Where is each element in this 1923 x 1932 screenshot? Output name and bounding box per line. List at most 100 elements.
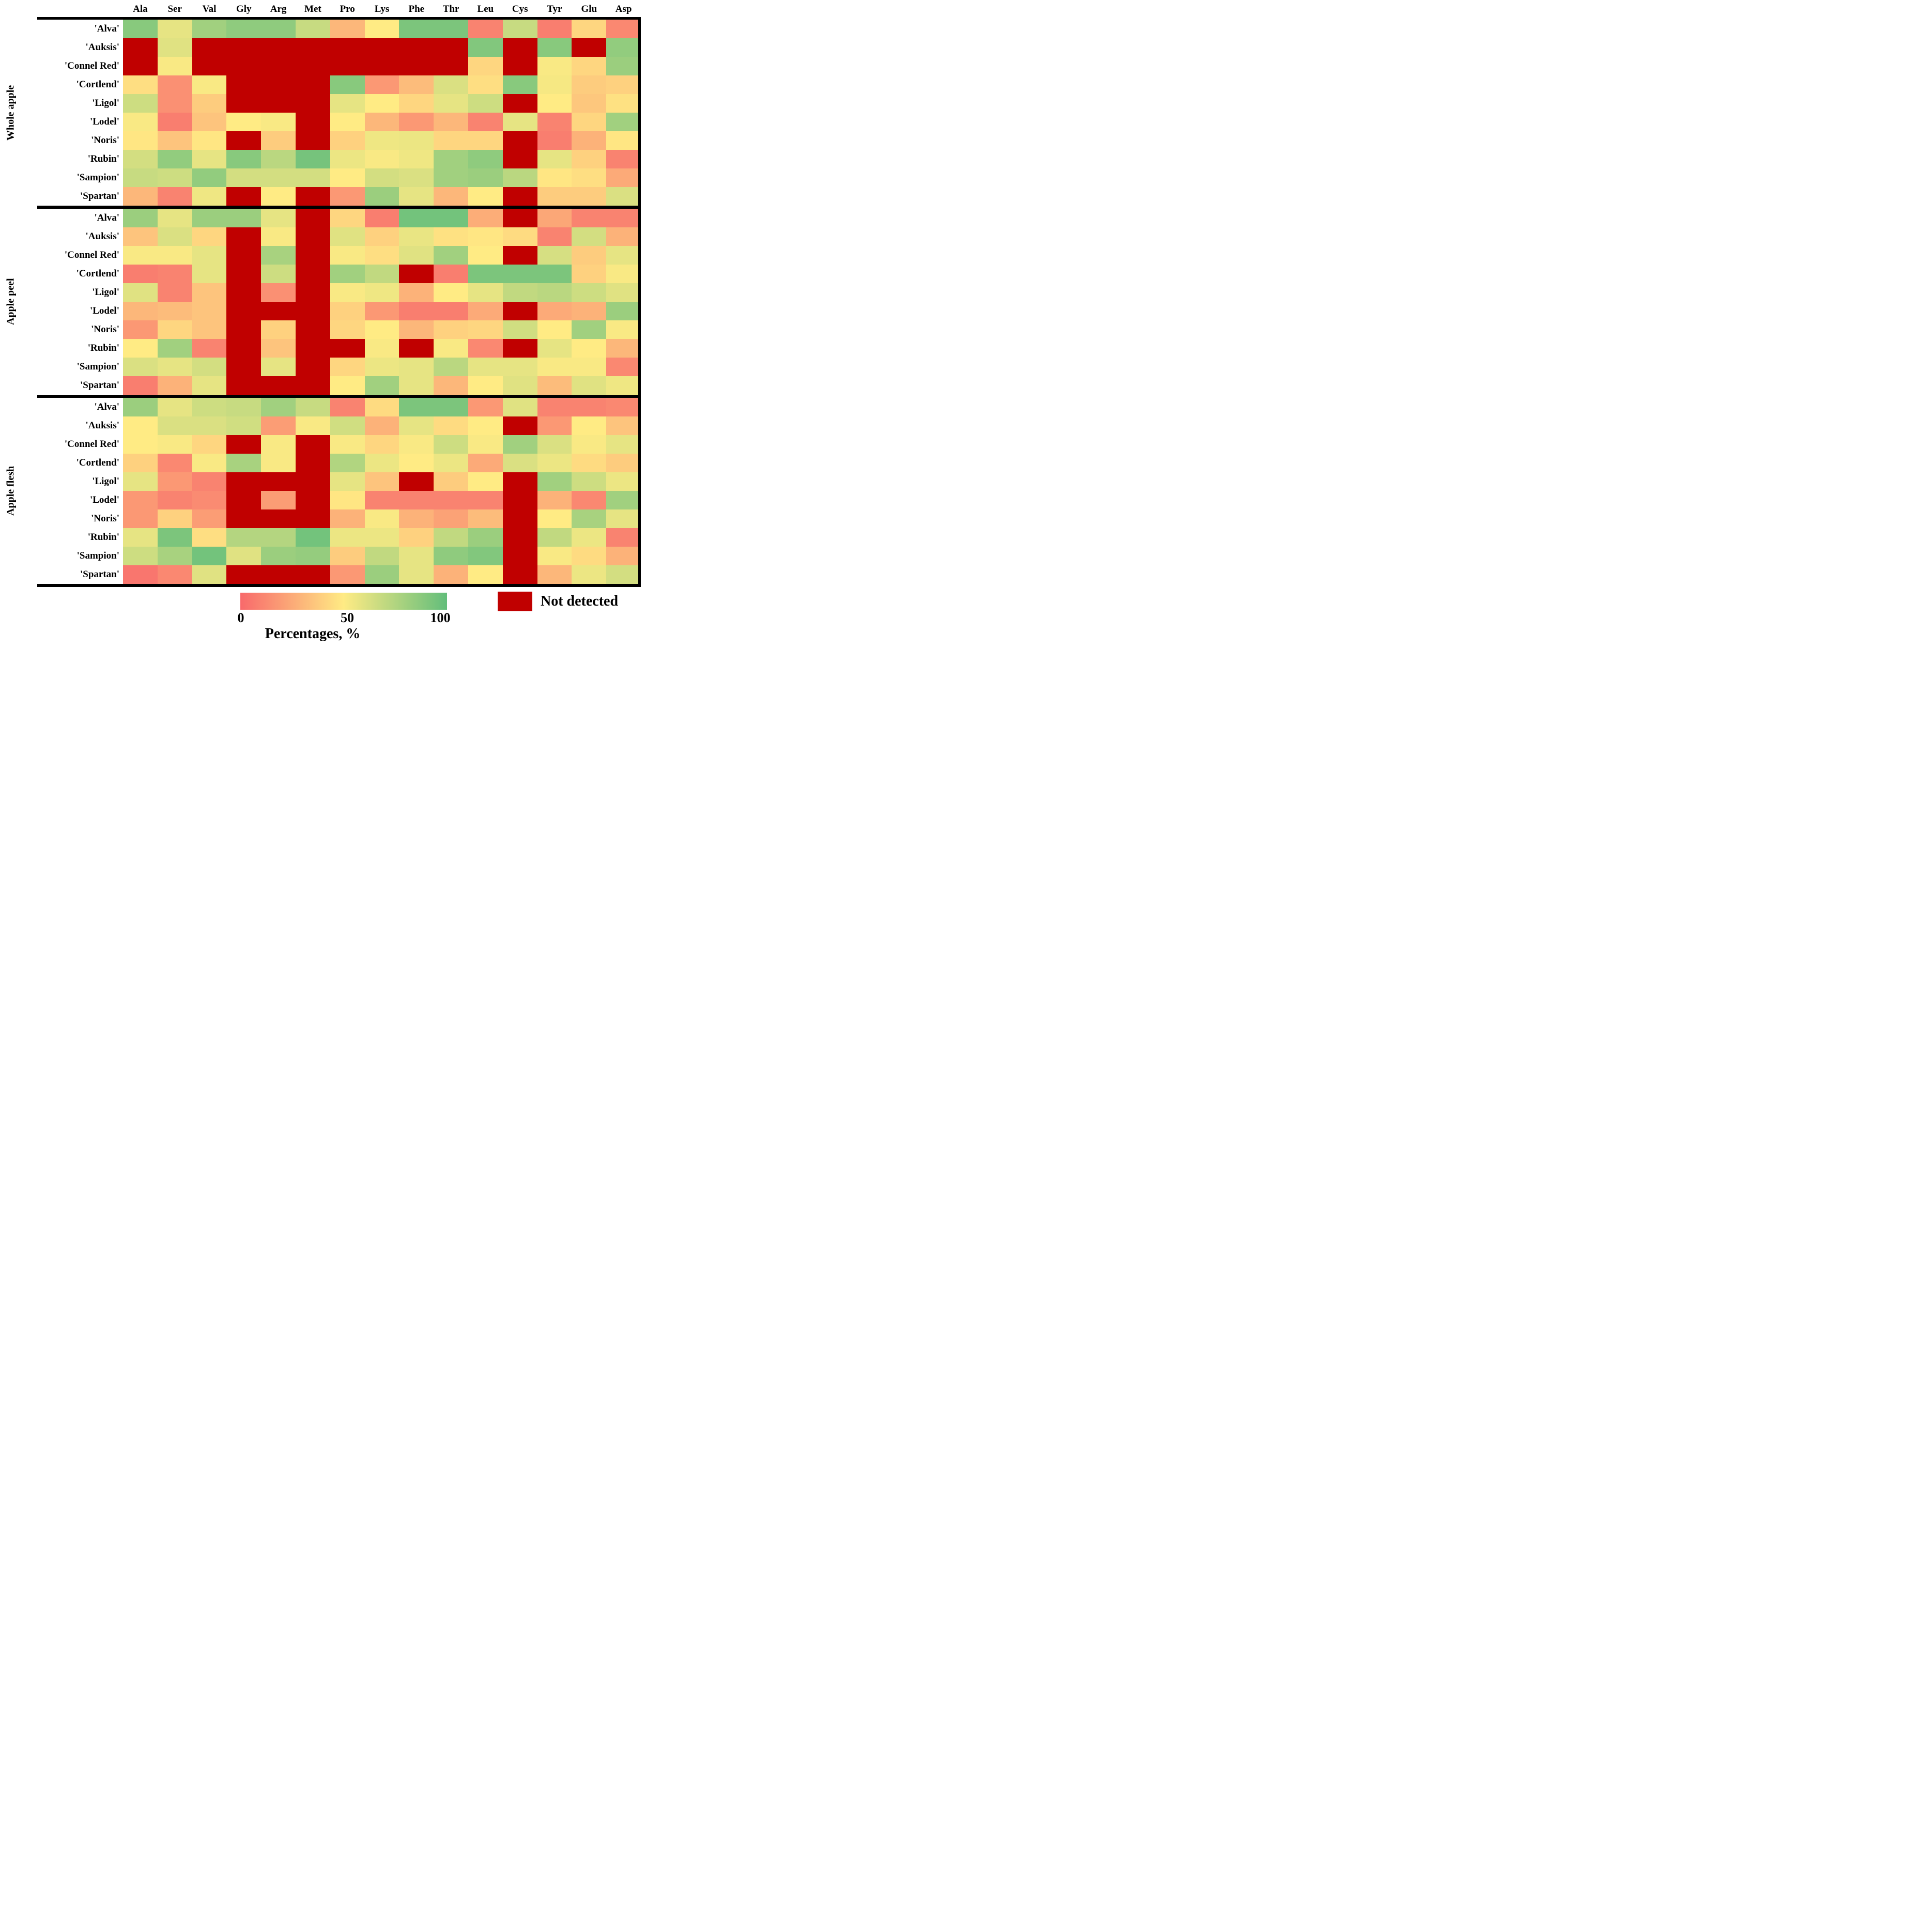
- heatmap-row: 'Rubin': [0, 339, 641, 358]
- heatmap-cell: [502, 94, 537, 113]
- heatmap-cell: [468, 209, 503, 227]
- heatmap-cell: [572, 227, 607, 246]
- row-label: 'Spartan': [80, 380, 119, 391]
- heatmap-cell: [123, 38, 158, 57]
- heatmap-cell: [434, 398, 468, 416]
- heatmap-cell: [226, 150, 261, 168]
- heatmap-cell: [295, 509, 330, 528]
- heatmap-cell: [434, 94, 468, 113]
- heatmap-cell: [468, 565, 503, 584]
- heatmap-cell: [434, 20, 468, 38]
- heatmap-cell: [261, 150, 296, 168]
- heatmap-cell: [330, 20, 365, 38]
- heatmap-cell: [192, 376, 227, 395]
- heatmap-cell: [537, 358, 572, 376]
- heatmap-cell: [330, 491, 365, 509]
- heatmap-cell: [502, 472, 537, 491]
- heatmap-cell: [295, 547, 330, 565]
- heatmap-cell: [295, 131, 330, 150]
- heatmap-cell: [123, 320, 158, 339]
- heatmap-cell: [261, 565, 296, 584]
- heatmap-cell: [226, 209, 261, 227]
- heatmap-cell: [157, 265, 192, 283]
- heatmap-cell: [468, 491, 503, 509]
- heatmap-cell: [364, 168, 399, 187]
- heatmap-cell: [434, 131, 468, 150]
- heatmap-cell: [123, 454, 158, 472]
- heatmap-cell: [157, 472, 192, 491]
- heatmap-cell: [364, 491, 399, 509]
- heatmap-cell: [468, 168, 503, 187]
- heatmap-cell: [537, 565, 572, 584]
- heatmap-cell: [192, 75, 227, 94]
- heatmap-cell: [502, 75, 537, 94]
- heatmap-cell: [261, 209, 296, 227]
- heatmap-cell: [123, 376, 158, 395]
- heatmap-cell: [226, 398, 261, 416]
- heatmap-cell: [399, 57, 434, 75]
- heatmap-cell: [123, 227, 158, 246]
- heatmap-cell: [572, 150, 607, 168]
- heatmap-cell: [364, 265, 399, 283]
- heatmap-cell: [192, 227, 227, 246]
- heatmap-cell: [157, 131, 192, 150]
- heatmap-cell: [468, 376, 503, 395]
- heatmap-cell: [157, 75, 192, 94]
- heatmap-cell: [434, 150, 468, 168]
- heatmap-cell: [364, 75, 399, 94]
- heatmap-cell: [330, 320, 365, 339]
- heatmap-cell: [434, 75, 468, 94]
- heatmap-cell: [606, 94, 641, 113]
- heatmap-cell: [295, 209, 330, 227]
- column-header-met: Met: [304, 4, 321, 14]
- heatmap-cell: [261, 57, 296, 75]
- amino-acid-heatmap-figure: Ala Ser Val Gly Arg Met Pro Lys Phe Thr Leu Cys Tyr G…: [0, 0, 641, 644]
- heatmap-cell: [468, 265, 503, 283]
- heatmap-cell: [606, 265, 641, 283]
- heatmap-cell: [502, 131, 537, 150]
- heatmap-cell: [399, 454, 434, 472]
- heatmap-cell: [192, 528, 227, 547]
- heatmap-cell: [226, 20, 261, 38]
- heatmap-cell: [261, 320, 296, 339]
- heatmap-cell: [364, 416, 399, 435]
- heatmap-cell: [192, 246, 227, 265]
- heatmap-cell: [572, 187, 607, 206]
- heatmap-cell: [537, 227, 572, 246]
- row-label: 'Ligol': [92, 287, 119, 298]
- heatmap-row: 'Sampion': [0, 358, 641, 376]
- heatmap-cell: [123, 265, 158, 283]
- heatmap-row: 'Lodel': [0, 302, 641, 320]
- heatmap-cell: [123, 472, 158, 491]
- heatmap-cell: [434, 209, 468, 227]
- heatmap-cell: [123, 435, 158, 454]
- heatmap-cell: [226, 416, 261, 435]
- heatmap-cell: [572, 528, 607, 547]
- border-top: [37, 17, 641, 20]
- heatmap-cell: [537, 209, 572, 227]
- heatmap-cell: [330, 547, 365, 565]
- heatmap-cell: [261, 472, 296, 491]
- heatmap-row: 'Alva': [0, 398, 641, 416]
- heatmap-cell: [468, 150, 503, 168]
- heatmap-cell: [330, 209, 365, 227]
- heatmap-cell: [157, 547, 192, 565]
- heatmap-cell: [606, 302, 641, 320]
- heatmap-cell: [261, 131, 296, 150]
- heatmap-cell: [572, 339, 607, 358]
- heatmap-cell: [192, 57, 227, 75]
- heatmap-cell: [434, 565, 468, 584]
- heatmap-cell: [157, 113, 192, 131]
- heatmap-cell: [192, 398, 227, 416]
- heatmap-cell: [537, 94, 572, 113]
- heatmap-cell: [123, 246, 158, 265]
- heatmap-cell: [123, 283, 158, 302]
- heatmap-cell: [572, 113, 607, 131]
- column-header-phe: Phe: [408, 4, 425, 14]
- column-header-tyr: Tyr: [547, 4, 562, 14]
- heatmap-row: 'Auksis': [0, 416, 641, 435]
- heatmap-cell: [572, 38, 607, 57]
- heatmap-cell: [399, 283, 434, 302]
- heatmap-cell: [502, 227, 537, 246]
- heatmap-cell: [123, 528, 158, 547]
